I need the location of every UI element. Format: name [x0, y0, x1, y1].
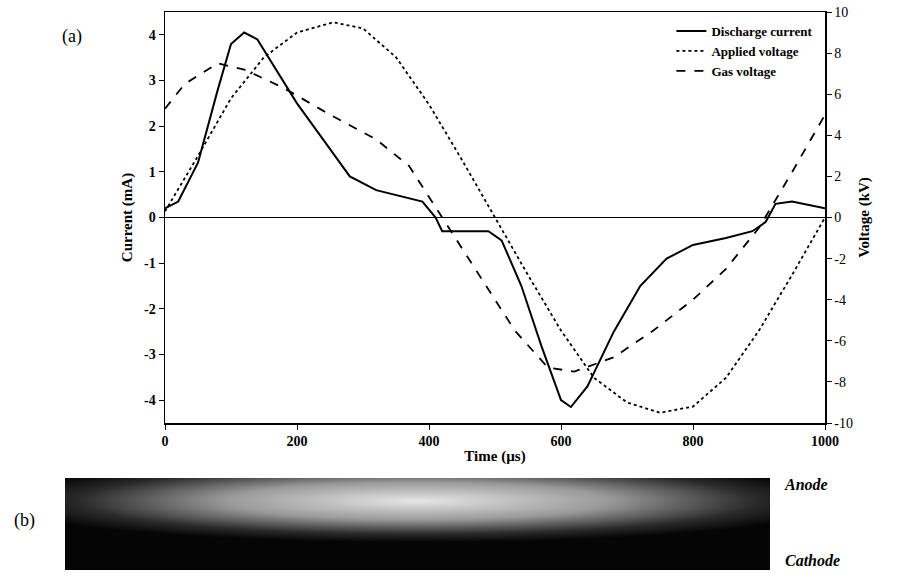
- svg-text:0: 0: [834, 210, 841, 225]
- svg-text:4: 4: [834, 128, 841, 143]
- svg-text:200: 200: [287, 434, 308, 449]
- svg-text:-6: -6: [834, 334, 846, 349]
- svg-text:0: 0: [149, 210, 156, 225]
- svg-text:1: 1: [149, 165, 156, 180]
- svg-text:Gas voltage: Gas voltage: [711, 64, 776, 79]
- svg-text:1000: 1000: [811, 434, 839, 449]
- html-text:Anode: Anode: [785, 476, 828, 493]
- svg-text:800: 800: [683, 434, 704, 449]
- html-text:Cathode: Cathode: [785, 552, 841, 569]
- svg-text:-4: -4: [144, 393, 156, 408]
- svg-text:-8: -8: [834, 375, 846, 390]
- svg-text:-2: -2: [834, 252, 846, 267]
- svg-text:6: 6: [834, 87, 841, 102]
- svg-text:-2: -2: [144, 302, 156, 317]
- svg-text:-3: -3: [144, 347, 156, 362]
- svg-text:-4: -4: [834, 293, 846, 308]
- html-text:(a): (a): [62, 26, 82, 46]
- svg-text:2: 2: [149, 119, 156, 134]
- svg-text:10: 10: [834, 5, 848, 20]
- svg-text:-1: -1: [144, 256, 156, 271]
- svg-text:-10: -10: [834, 416, 853, 431]
- html-text:(b): (b): [14, 510, 35, 530]
- svg-text:Time (µs): Time (µs): [464, 448, 525, 465]
- svg-text:8: 8: [834, 46, 841, 61]
- svg-text:Current (mA): Current (mA): [119, 173, 136, 262]
- svg-text:4: 4: [149, 28, 156, 43]
- svg-text:0: 0: [162, 434, 169, 449]
- svg-text:Applied voltage: Applied voltage: [711, 44, 798, 59]
- svg-text:600: 600: [551, 434, 572, 449]
- svg-text:Discharge current: Discharge current: [711, 24, 812, 39]
- svg-text:Voltage (kV): Voltage (kV): [856, 177, 873, 258]
- svg-text:400: 400: [419, 434, 440, 449]
- svg-text:3: 3: [149, 73, 156, 88]
- svg-text:2: 2: [834, 169, 841, 184]
